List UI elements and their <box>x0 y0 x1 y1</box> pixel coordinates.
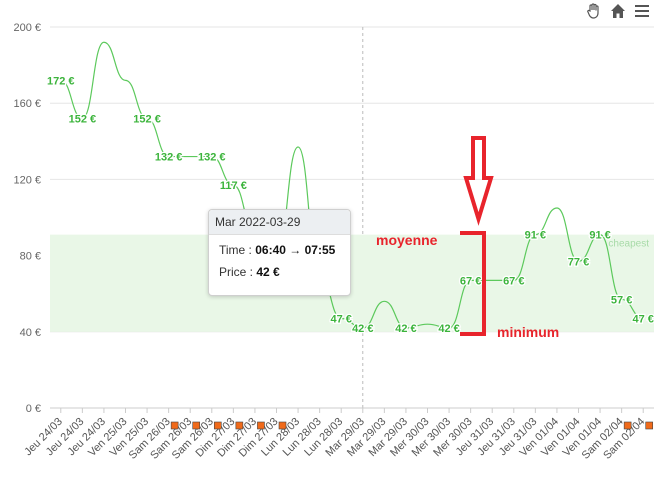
y-tick-label: 80 € <box>20 251 41 263</box>
data-label: 91 € <box>589 230 610 242</box>
day-marker <box>235 421 244 430</box>
y-tick-label: 120 € <box>13 174 41 186</box>
data-label: 47 € <box>331 313 352 325</box>
y-tick-label: 40 € <box>20 327 41 339</box>
day-marker <box>213 421 222 430</box>
range-bracket-annotation <box>460 231 486 336</box>
data-label: 42 € <box>395 323 416 335</box>
average-band <box>50 234 654 332</box>
data-label: 152 € <box>69 113 97 125</box>
tooltip-price-label: Price : <box>219 265 254 279</box>
annotation-layer: moyenne minimum <box>376 136 559 340</box>
y-tick-label: 0 € <box>26 403 41 415</box>
series-line-layer <box>60 41 644 329</box>
average-band-layer: cheapest <box>50 234 654 332</box>
tooltip-price-row: Price : 42 € <box>209 265 350 279</box>
hover-tooltip: Mar 2022-03-29 Time : 06:40 → 07:55 Pric… <box>208 209 351 296</box>
down-arrow-annotation <box>463 136 494 226</box>
day-marker <box>192 421 201 430</box>
tooltip-price-value: 42 € <box>256 265 280 279</box>
home-icon[interactable] <box>609 2 627 20</box>
chart-toolbar <box>585 2 651 20</box>
data-label: 132 € <box>198 152 226 164</box>
tooltip-time-row: Time : 06:40 → 07:55 <box>209 243 350 257</box>
data-label: 117 € <box>220 180 247 192</box>
data-label: 91 € <box>525 230 546 242</box>
cheapest-label: cheapest <box>608 239 649 250</box>
data-label-layer: 172 €152 €152 €132 €132 €117 €47 €42 €42… <box>46 74 655 336</box>
data-label: 152 € <box>133 113 161 125</box>
average-annotation-label: moyenne <box>376 232 438 248</box>
data-label: 67 € <box>503 275 524 287</box>
minimum-annotation-label: minimum <box>497 324 559 340</box>
day-marker <box>623 421 632 430</box>
data-label: 42 € <box>438 323 459 335</box>
tooltip-date: Mar 2022-03-29 <box>209 210 350 235</box>
data-label: 67 € <box>460 275 481 287</box>
pan-hand-icon[interactable] <box>585 2 603 20</box>
day-marker <box>645 421 654 430</box>
y-tick-label: 160 € <box>13 98 41 110</box>
data-label: 47 € <box>633 313 654 325</box>
day-marker <box>170 421 179 430</box>
menu-icon[interactable] <box>633 2 651 20</box>
y-tick-label: 200 € <box>13 22 41 34</box>
day-marker <box>278 421 287 430</box>
data-label: 42 € <box>352 323 373 335</box>
data-label: 132 € <box>155 152 183 164</box>
data-label: 77 € <box>568 256 589 268</box>
data-label: 172 € <box>47 75 75 87</box>
day-marker <box>257 421 265 430</box>
data-label: 57 € <box>611 294 632 306</box>
tooltip-time-label: Time : <box>219 243 252 257</box>
tooltip-time-value: 06:40 → 07:55 <box>255 243 336 257</box>
series-line <box>60 41 644 329</box>
